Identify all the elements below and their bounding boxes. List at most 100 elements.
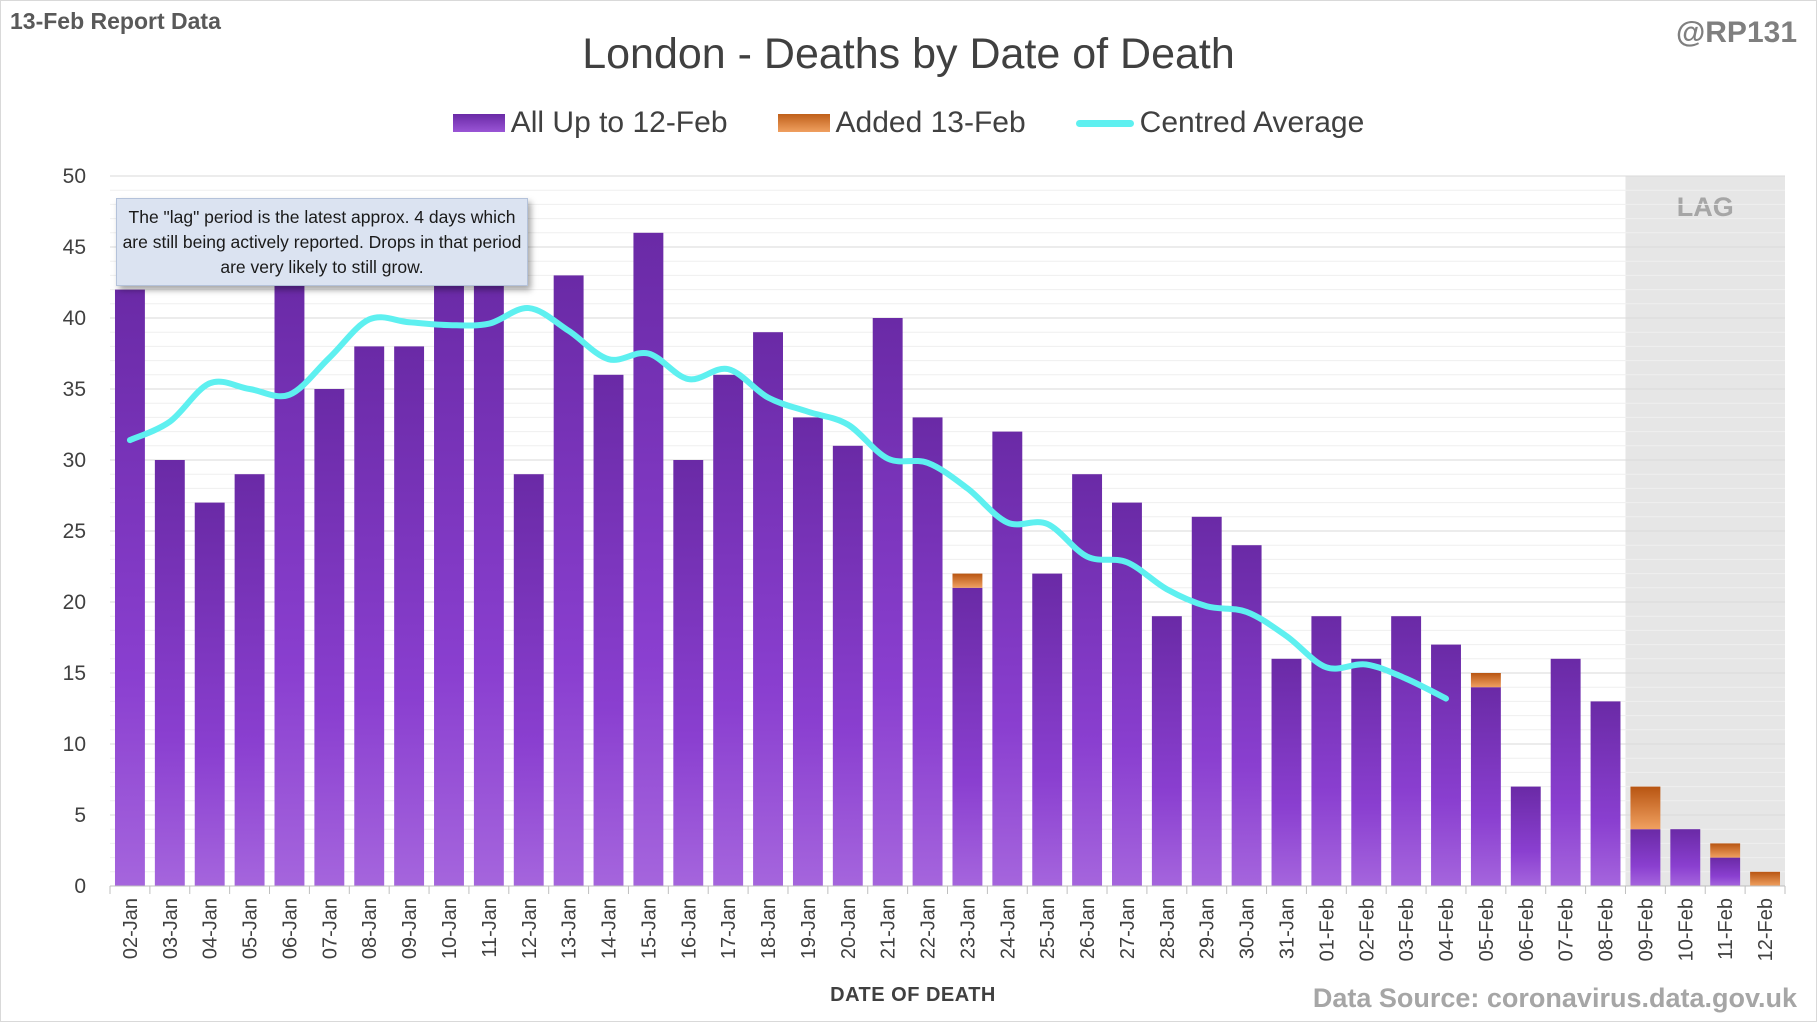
bar-all (992, 431, 1023, 886)
x-tick-label: 01-Feb (1316, 898, 1338, 961)
bar-all (713, 374, 744, 886)
x-tick-label: 12-Feb (1755, 898, 1777, 961)
bar-added (1750, 871, 1781, 886)
bar-all (154, 460, 185, 886)
y-tick-label: 15 (63, 662, 86, 685)
bar-all (1271, 658, 1302, 886)
y-tick-label: 10 (63, 733, 86, 756)
bar-all (1470, 687, 1501, 886)
author-handle: @RP131 (1676, 16, 1797, 49)
x-tick-label: 28-Jan (1157, 898, 1179, 959)
report-label: 13-Feb Report Data (10, 8, 221, 34)
x-tick-label: 11-Feb (1715, 898, 1737, 960)
chart-legend: All Up to 12-Feb Added 13-Feb Centred Av… (0, 106, 1817, 140)
y-tick-label: 35 (63, 378, 86, 401)
bar-added (952, 573, 983, 588)
bar-all (1391, 616, 1422, 886)
x-tick-label: 02-Jan (120, 898, 142, 959)
x-tick-label: 05-Jan (240, 898, 262, 959)
x-tick-label: 21-Jan (878, 898, 900, 959)
x-tick-label: 12-Jan (519, 898, 541, 959)
x-tick-label: 06-Feb (1516, 898, 1538, 961)
bar-all (1231, 545, 1262, 886)
bar-all (1351, 658, 1382, 886)
legend-label-average: Centred Average (1139, 106, 1365, 139)
bar-all (673, 460, 704, 886)
legend-item-added: Added 13-Feb (777, 106, 1026, 140)
x-tick-label: 23-Jan (957, 898, 979, 959)
x-tick-label: 26-Jan (1077, 898, 1099, 959)
bar-all (234, 474, 265, 886)
bar-all (1510, 786, 1541, 886)
bar-all (912, 417, 943, 886)
bar-all (434, 275, 464, 886)
bar-all (114, 289, 145, 887)
x-tick-label: 04-Jan (200, 898, 222, 959)
x-tick-label: 05-Feb (1476, 898, 1498, 961)
x-tick-label: 16-Jan (678, 898, 700, 959)
bar-added (1630, 786, 1661, 830)
x-tick-label: 06-Jan (279, 898, 301, 959)
lag-annotation: The "lag" period is the latest approx. 4… (116, 198, 528, 286)
x-tick-label: 30-Jan (1237, 898, 1259, 959)
bar-all (1072, 474, 1103, 886)
bar-all (952, 587, 983, 886)
x-tick-label: 11-Jan (479, 898, 501, 958)
bar-added (1710, 843, 1741, 858)
x-axis-title: DATE OF DEATH (830, 984, 996, 1006)
bar-all (553, 275, 584, 886)
bar-all (792, 417, 823, 886)
y-tick-label: 0 (74, 875, 86, 898)
x-tick-label: 02-Feb (1356, 898, 1378, 961)
legend-swatch-all (452, 114, 505, 132)
bar-all (1151, 616, 1182, 886)
y-tick-label: 20 (63, 591, 86, 614)
x-tick-label: 19-Jan (798, 898, 820, 959)
bar-all (1550, 658, 1581, 886)
bar-all (274, 275, 305, 886)
x-tick-label: 03-Jan (160, 898, 182, 959)
average-line (126, 305, 1450, 702)
bar-all (1670, 829, 1701, 886)
x-tick-label: 13-Jan (559, 898, 581, 959)
x-tick-label: 10-Feb (1675, 898, 1697, 961)
x-tick-label: 03-Feb (1396, 898, 1418, 961)
x-tick-label: 29-Jan (1197, 898, 1219, 959)
bar-all (1032, 573, 1063, 886)
x-tick-label: 31-Jan (1276, 898, 1298, 959)
x-tick-label: 17-Jan (718, 898, 740, 959)
bar-all (593, 374, 624, 886)
bar-all (513, 474, 544, 886)
x-tick-label: 24-Jan (997, 898, 1019, 959)
y-tick-label: 5 (74, 804, 86, 827)
x-tick-label: 27-Jan (1117, 898, 1139, 959)
x-tick-label: 09-Feb (1635, 898, 1657, 961)
y-tick-label: 30 (63, 449, 86, 472)
x-tick-label: 18-Jan (758, 898, 780, 959)
bar-all (872, 318, 903, 886)
bar-all (1191, 516, 1222, 886)
chart-title: London - Deaths by Date of Death (582, 30, 1235, 78)
x-tick-label: 14-Jan (599, 898, 621, 959)
data-source: Data Source: coronavirus.data.gov.uk (1312, 983, 1797, 1013)
x-tick-label: 07-Feb (1556, 898, 1578, 961)
legend-swatch-average (1075, 119, 1134, 127)
bar-all (1590, 701, 1621, 886)
x-tick-label: 22-Jan (918, 898, 940, 959)
bar-all (633, 232, 664, 887)
y-tick-label: 25 (63, 520, 86, 543)
bar-all (354, 346, 385, 886)
bar-all (1431, 644, 1461, 886)
bar-all (832, 445, 863, 886)
x-tick-label: 08-Feb (1596, 898, 1618, 961)
bar-all (1710, 857, 1741, 886)
x-tick-label: 08-Jan (359, 898, 381, 959)
bar-all (1311, 616, 1342, 886)
x-tick-label: 15-Jan (638, 898, 660, 959)
bar-added (1470, 673, 1501, 688)
y-tick-label: 40 (63, 307, 86, 330)
bar-all (314, 389, 345, 886)
x-tick-label: 20-Jan (838, 898, 860, 959)
y-tick-label: 45 (63, 236, 86, 259)
